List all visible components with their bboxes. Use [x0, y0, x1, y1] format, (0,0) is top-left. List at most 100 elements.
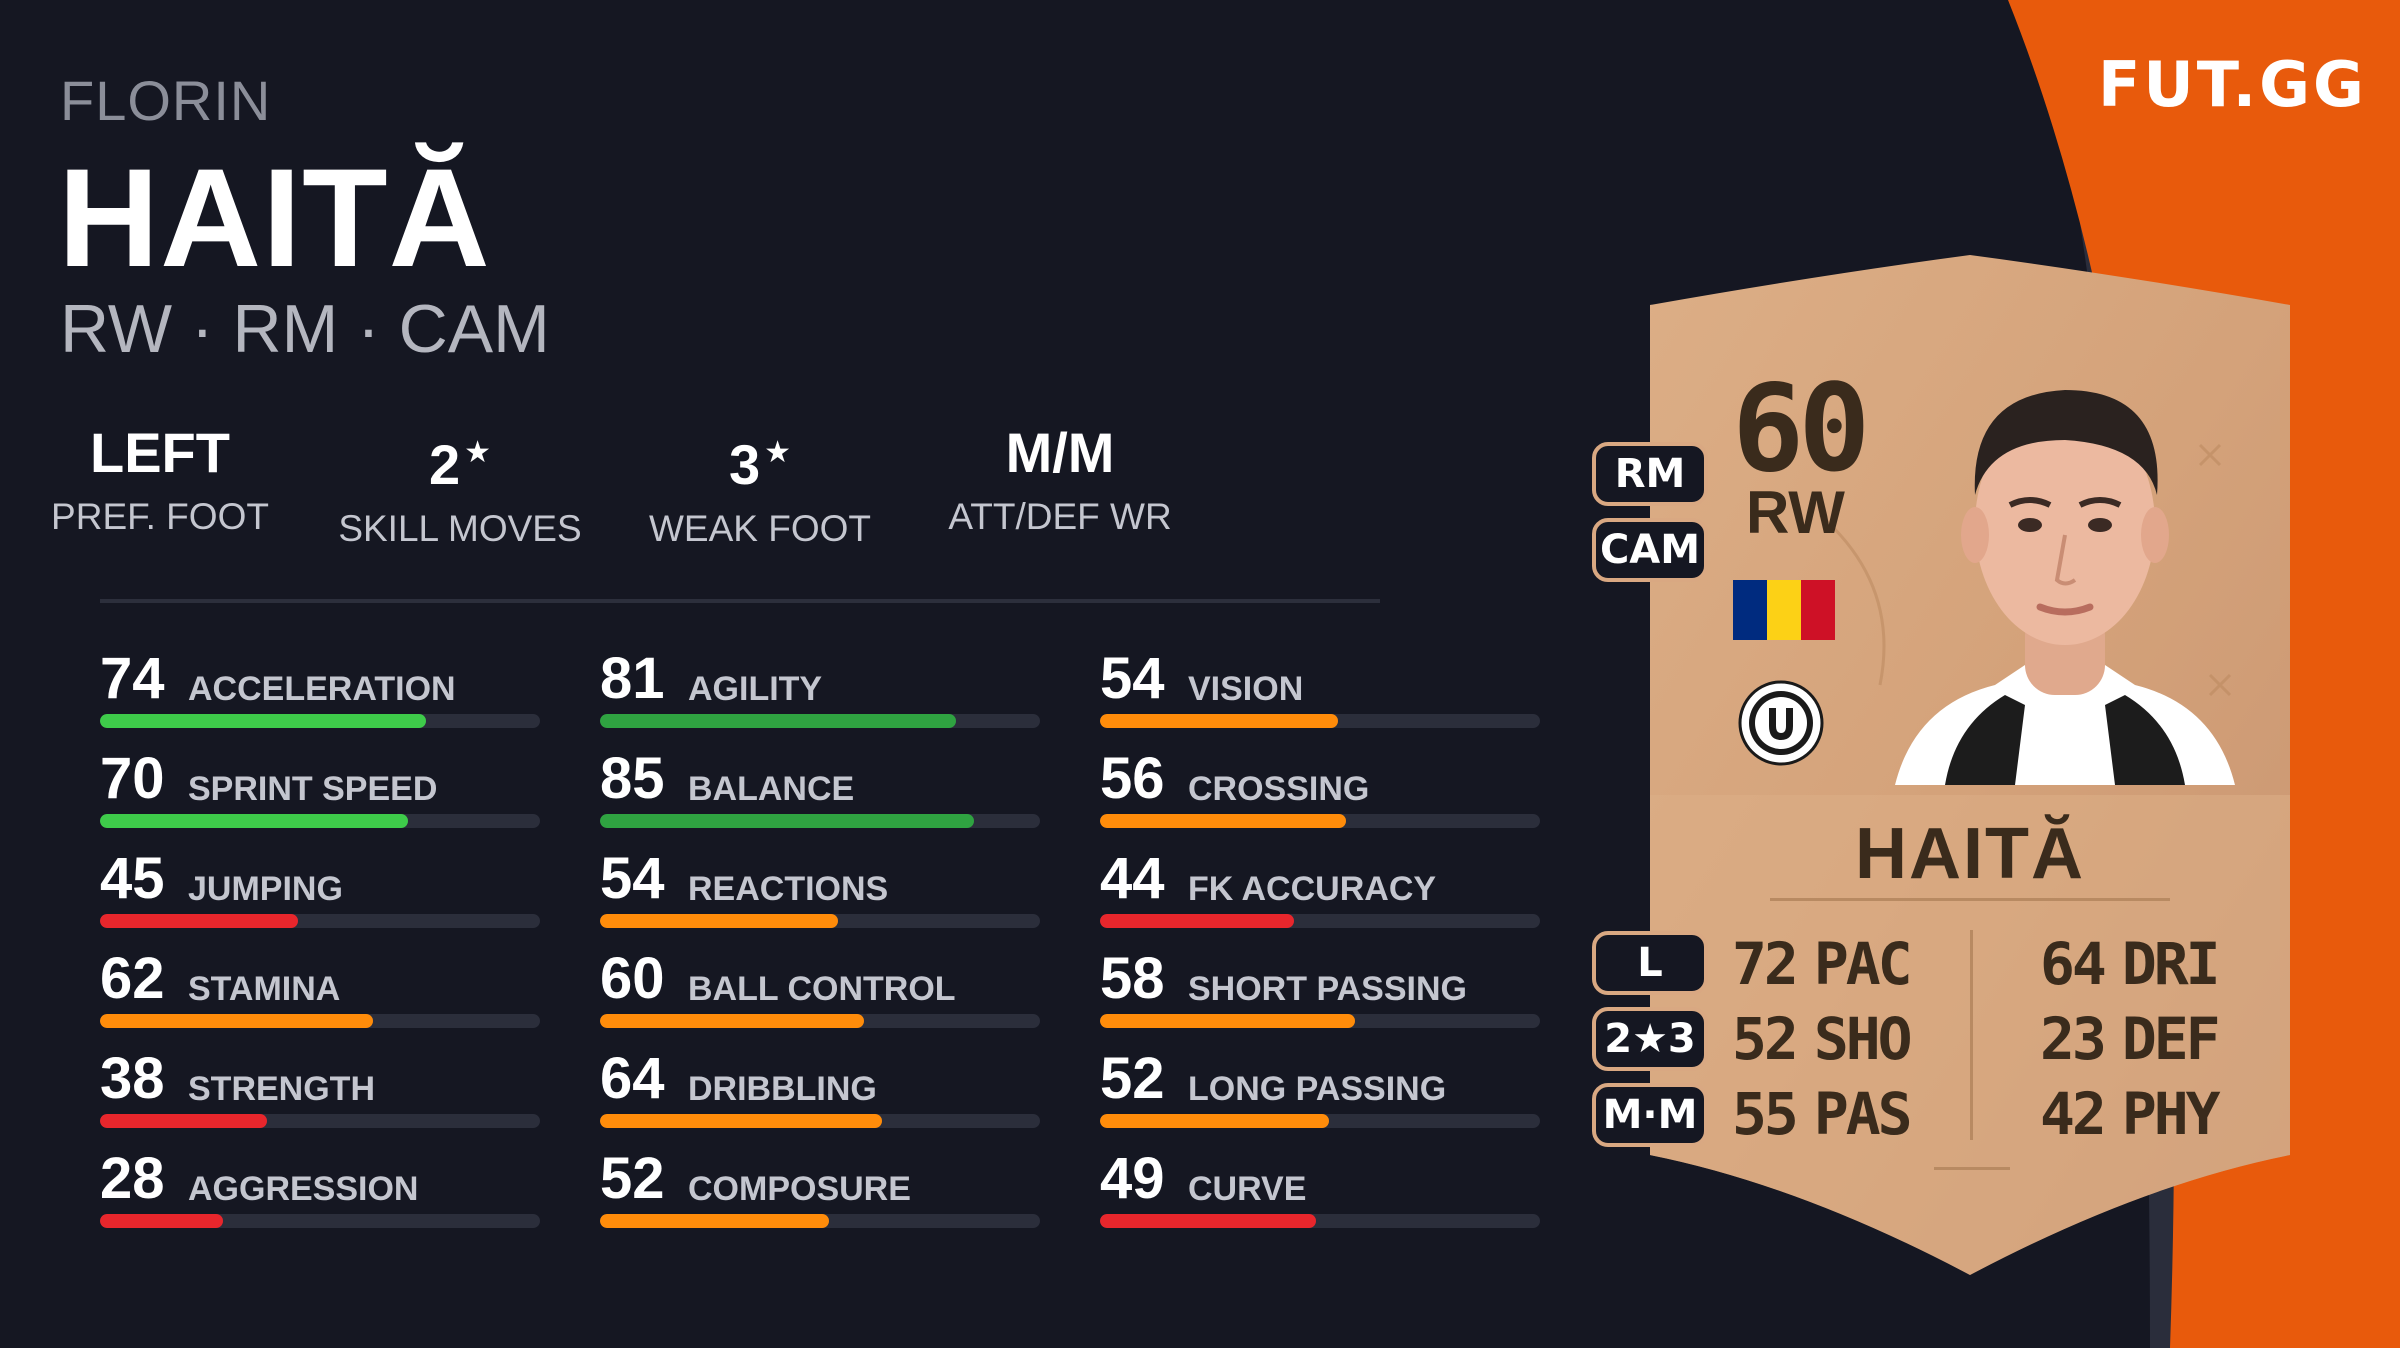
- skill-weak-pill: 2★3: [1592, 1007, 1708, 1071]
- stat-name: JUMPING: [188, 870, 343, 908]
- stat-name: BALANCE: [688, 770, 855, 808]
- stat-value: 58: [1100, 946, 1165, 1011]
- stat-name: CURVE: [1188, 1170, 1307, 1208]
- stat-bar-track: [100, 914, 540, 928]
- stat-bar-track: [600, 914, 1040, 928]
- section-divider: [100, 599, 1380, 603]
- stat-fk-accuracy: 44 FK ACCURACY: [1100, 845, 1540, 945]
- stat-bar-fill: [1100, 1114, 1329, 1128]
- trait-work-rate: M/M ATT/DEF WR: [900, 418, 1220, 538]
- stat-value: 38: [100, 1046, 165, 1111]
- card-stat-sho: 52 SHO: [1732, 1005, 1913, 1073]
- player-last-name: HAITĂ: [58, 139, 491, 296]
- stat-bar-track: [600, 714, 1040, 728]
- stat-composure: 52 COMPOSURE: [600, 1145, 1040, 1245]
- stat-bar-fill: [1100, 814, 1347, 828]
- romania-flag-icon: [1733, 580, 1835, 640]
- stat-value: 44: [1100, 846, 1165, 911]
- stat-bar-track: [1100, 914, 1540, 928]
- stat-value: 70: [100, 746, 165, 811]
- player-card[interactable]: 60 RW HAITĂ 72 PAC 52 SHO 55 PAS 64 DRI 23 DE…: [1640, 255, 2300, 1275]
- trait-value: LEFT: [90, 421, 230, 484]
- stat-ball-control: 60 BALL CONTROL: [600, 945, 1040, 1045]
- stat-name: CROSSING: [1188, 770, 1370, 808]
- stat-name: COMPOSURE: [688, 1170, 911, 1208]
- card-stat-divider: [1970, 930, 1973, 1140]
- stat-value: 28: [100, 1146, 165, 1211]
- flag-stripe: [1801, 580, 1835, 640]
- stat-name: STAMINA: [188, 970, 341, 1008]
- card-position: RW: [1746, 479, 1845, 546]
- stat-crossing: 56 CROSSING: [1100, 745, 1540, 845]
- trait-label: WEAK FOOT: [649, 508, 871, 549]
- stat-value: 64: [600, 1046, 665, 1111]
- stat-bar-fill: [600, 1114, 882, 1128]
- foot-pill: L: [1592, 931, 1708, 995]
- stat-bar-track: [1100, 1014, 1540, 1028]
- stat-bar-track: [600, 1114, 1040, 1128]
- club-crest-icon: [1738, 680, 1824, 766]
- flag-stripe: [1767, 580, 1801, 640]
- card-stat-phy: 42 PHY: [2040, 1080, 2221, 1148]
- stat-bar-track: [100, 714, 540, 728]
- stat-long-passing: 52 LONG PASSING: [1100, 1045, 1540, 1145]
- stat-name: SHORT PASSING: [1188, 970, 1467, 1008]
- trait-label: PREF. FOOT: [51, 496, 269, 537]
- stat-agility: 81 AGILITY: [600, 645, 1040, 745]
- player-photo: [1895, 390, 2235, 785]
- alt-position-cam: CAM: [1592, 518, 1708, 582]
- stat-short-passing: 58 SHORT PASSING: [1100, 945, 1540, 1045]
- stat-bar-fill: [600, 1214, 829, 1228]
- stats-column-1: 74 ACCELERATION 70 SPRINT SPEED 45 JUMPING 62 S…: [100, 645, 540, 1245]
- trait-value: 3 ★: [728, 433, 792, 496]
- stat-value: 85: [600, 746, 665, 811]
- card-stat-pac: 72 PAC: [1732, 930, 1913, 998]
- stat-bar-track: [1100, 714, 1540, 728]
- stat-reactions: 54 REACTIONS: [600, 845, 1040, 945]
- stat-bar-fill: [1100, 1014, 1356, 1028]
- stat-bar-fill: [100, 1014, 373, 1028]
- stat-name: AGILITY: [688, 670, 823, 708]
- stat-stamina: 62 STAMINA: [100, 945, 540, 1045]
- flag-stripe: [1733, 580, 1767, 640]
- stat-bar-fill: [600, 1014, 864, 1028]
- stat-bar-fill: [100, 1114, 268, 1128]
- fut-gg-logo[interactable]: FUT.GG: [2098, 48, 2367, 121]
- stat-balance: 85 BALANCE: [600, 745, 1040, 845]
- stat-name: REACTIONS: [688, 870, 889, 908]
- trait-label: SKILL MOVES: [338, 508, 582, 549]
- stat-name: BALL CONTROL: [688, 970, 956, 1008]
- stat-aggression: 28 AGGRESSION: [100, 1145, 540, 1245]
- trait-pref-foot: LEFT PREF. FOOT: [0, 418, 320, 538]
- stat-value: 56: [1100, 746, 1165, 811]
- trait-label: ATT/DEF WR: [948, 496, 1172, 537]
- stat-acceleration: 74 ACCELERATION: [100, 645, 540, 745]
- stat-name: SPRINT SPEED: [188, 770, 438, 808]
- card-stat-pas: 55 PAS: [1732, 1080, 1913, 1148]
- stats-column-3: 54 VISION 56 CROSSING 44 FK ACCURACY 58 SHORT P…: [1100, 645, 1540, 1245]
- alt-position-rm: RM: [1592, 442, 1708, 506]
- stat-bar-fill: [1100, 1214, 1316, 1228]
- stats-column-2: 81 AGILITY 85 BALANCE 54 REACTIONS 60 BALL CONT…: [600, 645, 1040, 1245]
- trait-skill-moves: 2 ★ SKILL MOVES: [300, 418, 620, 550]
- card-stat-def: 23 DEF: [2040, 1005, 2221, 1073]
- stat-value: 49: [1100, 1146, 1165, 1211]
- stat-jumping: 45 JUMPING: [100, 845, 540, 945]
- stat-bar-track: [100, 1114, 540, 1128]
- star-icon: ★: [464, 436, 492, 469]
- stat-bar-track: [600, 1214, 1040, 1228]
- stat-name: STRENGTH: [188, 1070, 375, 1108]
- card-player-name: HAITĂ: [1855, 814, 2085, 894]
- player-traits: LEFT PREF. FOOT 2 ★ SKILL MOVES 3 ★ WEAK F…: [51, 418, 1300, 550]
- stat-name: DRIBBLING: [688, 1070, 877, 1108]
- trait-weak-foot: 3 ★ WEAK FOOT: [600, 418, 920, 550]
- player-first-name: FLORIN: [60, 69, 272, 132]
- stat-name: ACCELERATION: [188, 670, 456, 708]
- stat-value: 62: [100, 946, 165, 1011]
- stat-name: FK ACCURACY: [1188, 870, 1437, 908]
- stat-bar-track: [100, 1214, 540, 1228]
- stat-bar-fill: [100, 814, 408, 828]
- stat-value: 54: [1100, 646, 1165, 711]
- work-rate-pill: M·M: [1592, 1083, 1708, 1147]
- stat-bar-track: [100, 814, 540, 828]
